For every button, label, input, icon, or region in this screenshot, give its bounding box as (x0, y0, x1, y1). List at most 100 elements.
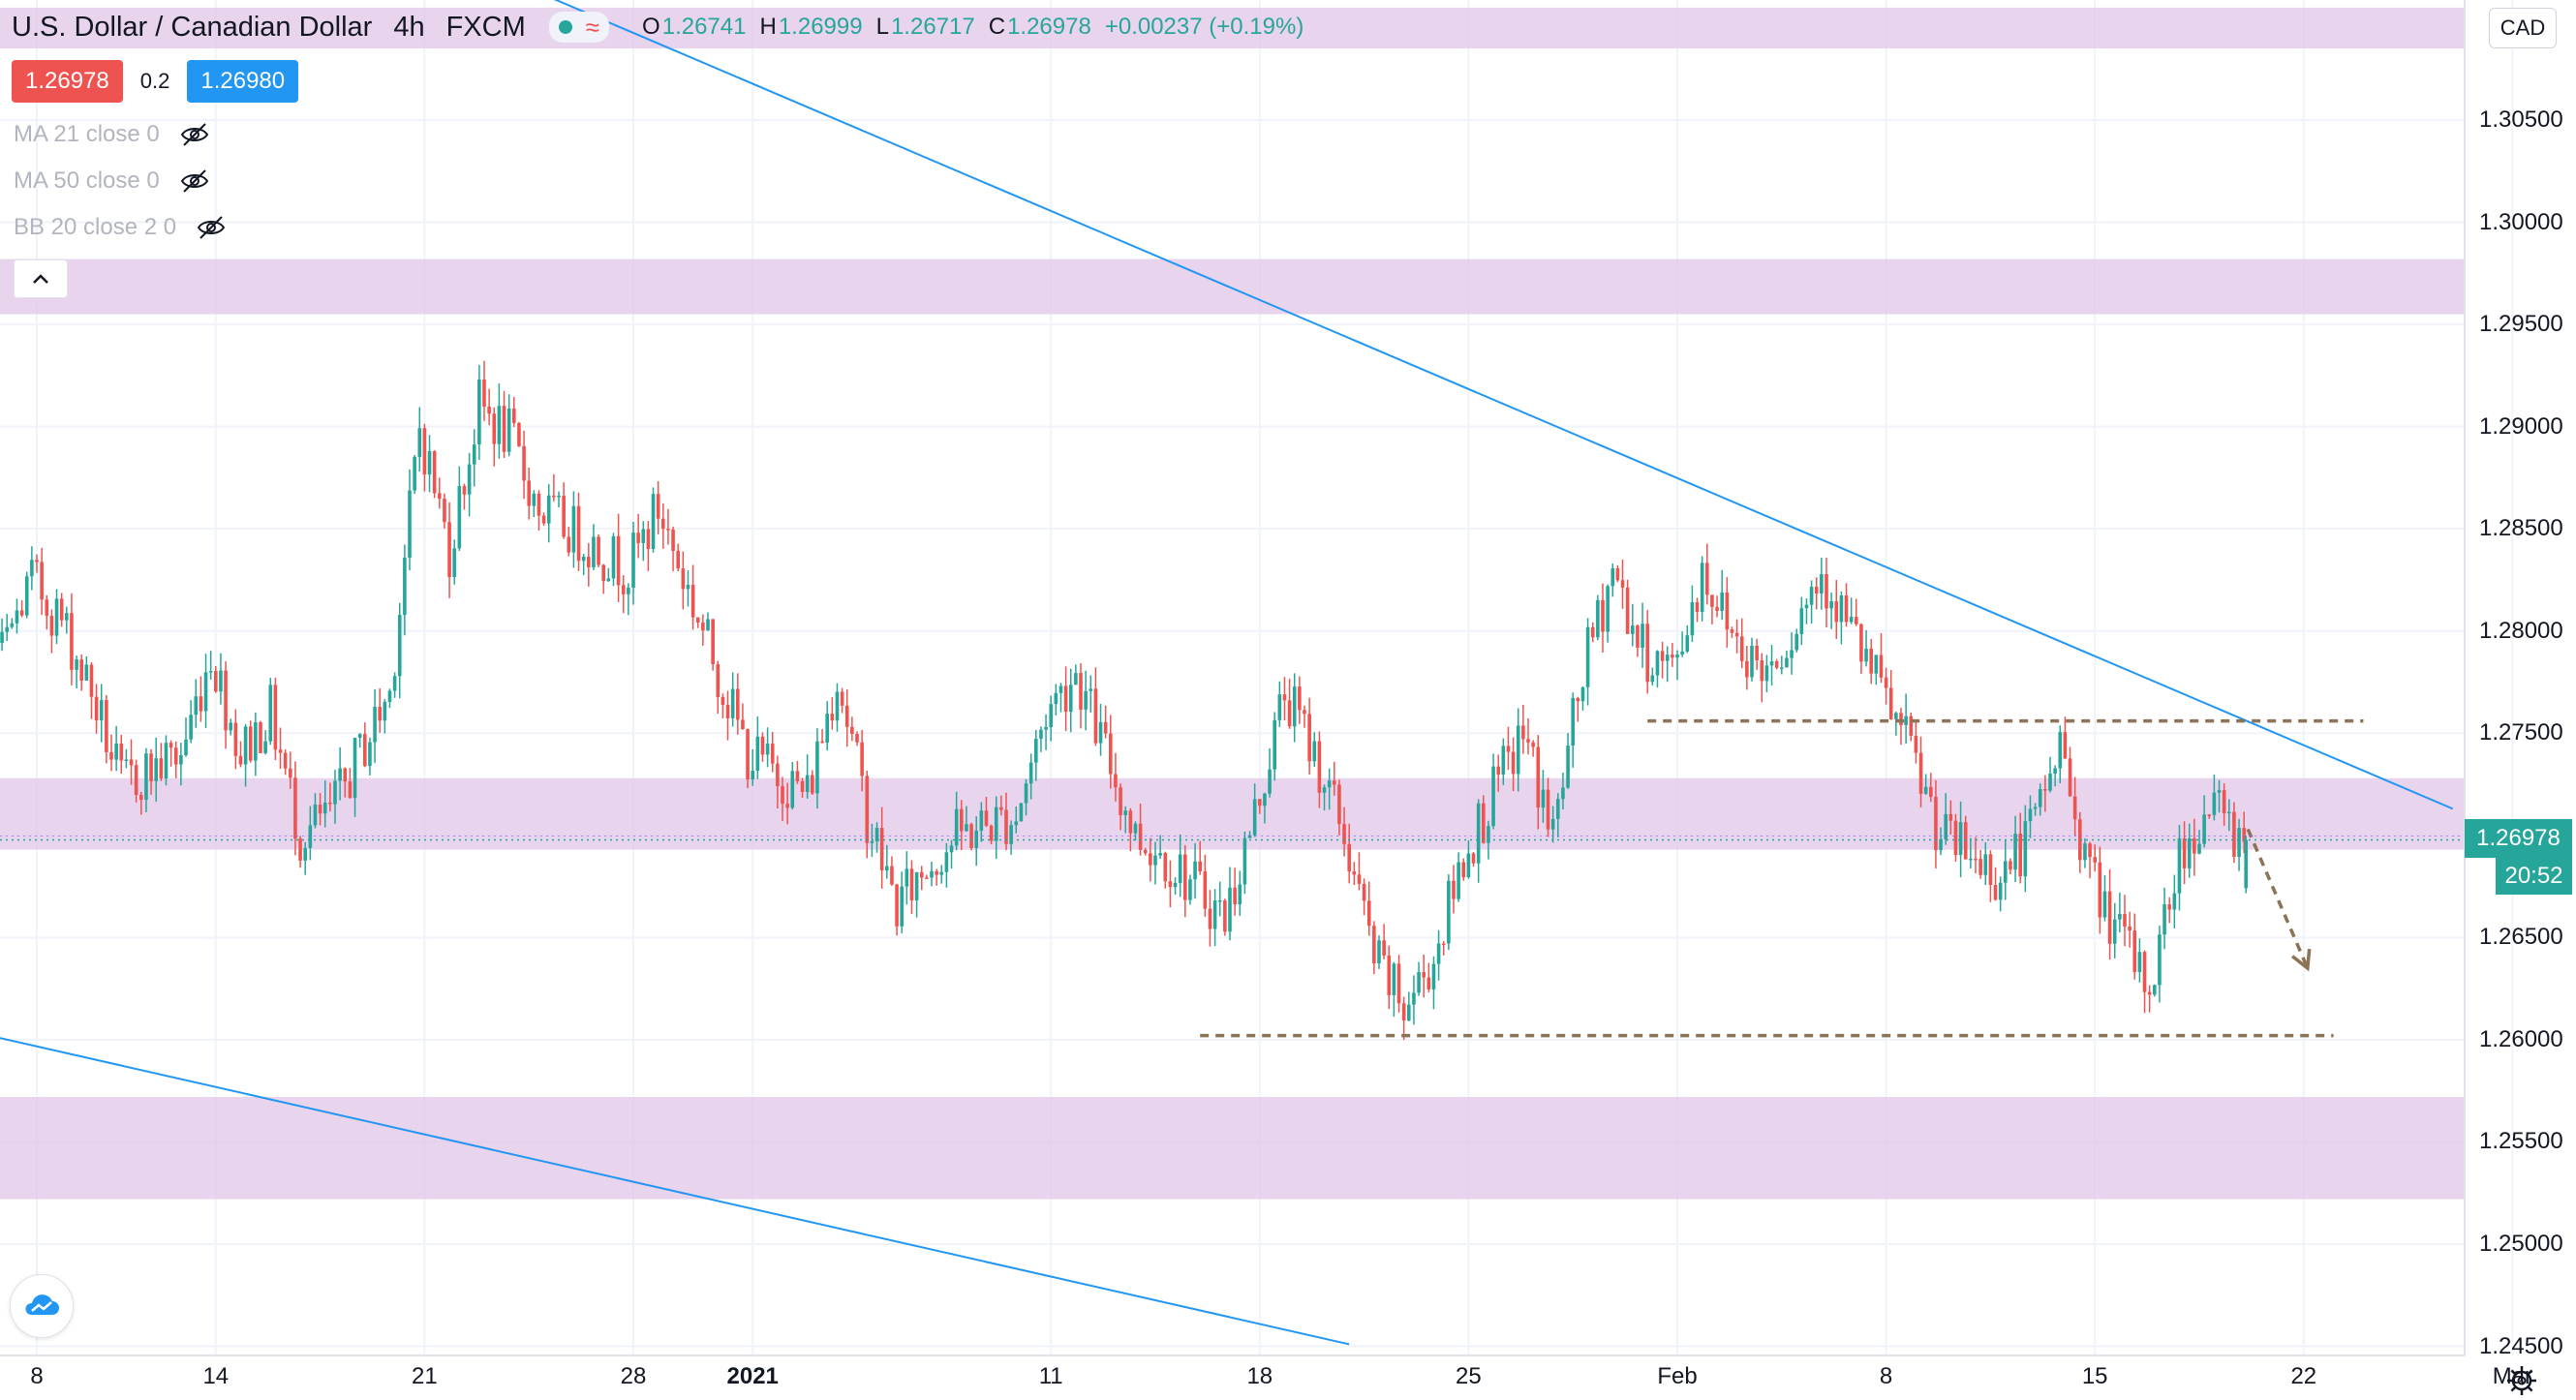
candle-down (522, 445, 526, 481)
time-axis-label: 8 (30, 1363, 44, 1389)
chart-settings-button[interactable] (2502, 1361, 2541, 1400)
candle-up (1068, 685, 1073, 713)
candle-up (254, 722, 258, 761)
indicator-ma50-label[interactable]: MA 50 close 0 (14, 167, 160, 194)
symbol-name[interactable]: U.S. Dollar / Canadian Dollar (12, 11, 373, 43)
candle-down (552, 495, 556, 498)
indicator-ma50[interactable]: MA 50 close 0 (14, 165, 210, 198)
candle-down (1934, 797, 1938, 851)
sell-button[interactable]: 1.26978 (12, 60, 123, 103)
candle-up (1327, 780, 1332, 788)
candle-down (134, 765, 138, 796)
candle-down (1119, 787, 1122, 815)
candle-down (139, 795, 143, 801)
candle-down (909, 868, 914, 900)
candle-down (840, 691, 844, 706)
candle-up (592, 536, 596, 567)
candle-up (1839, 595, 1844, 623)
indicator-ma21-label[interactable]: MA 21 close 0 (14, 121, 160, 147)
candle-down (1143, 849, 1148, 854)
candle-up (1923, 786, 1928, 794)
candle-down (1844, 595, 1849, 623)
candle-up (313, 804, 318, 826)
candle-down (482, 380, 486, 407)
trade-panel: 1.26978 0.2 1.26980 (12, 60, 299, 103)
indicator-bb-label[interactable]: BB 20 close 2 0 (14, 214, 177, 240)
candle-down (502, 406, 506, 452)
candle-up (2217, 790, 2222, 793)
candle-up (1785, 657, 1789, 668)
candle-up (1794, 633, 1798, 651)
candle-up (930, 870, 934, 878)
candle-up (1034, 739, 1038, 763)
candle-up (84, 664, 89, 681)
candle-up (1487, 826, 1490, 843)
close-key: C (988, 14, 1006, 40)
candle-up (939, 871, 944, 875)
candle-down (695, 617, 700, 623)
collapse-legend-button[interactable] (14, 259, 68, 298)
eye-crossed-icon[interactable] (179, 121, 210, 148)
candle-down (1149, 853, 1152, 866)
status-indicators[interactable]: ≈ (548, 12, 610, 43)
candle-down (830, 714, 835, 721)
candle-up (905, 868, 909, 887)
candle-down (293, 777, 297, 839)
candle-down (2072, 796, 2077, 820)
candle-down (1337, 784, 1341, 825)
candle-up (1685, 635, 1690, 652)
candle-up (1238, 884, 1242, 905)
candle-down (1422, 972, 1426, 978)
candle-down (318, 804, 322, 814)
candle-down (1526, 739, 1530, 743)
candle-down (2009, 861, 2012, 870)
candle-up (825, 714, 829, 744)
candle-up (1039, 729, 1043, 740)
candle-down (1814, 587, 1819, 594)
currency-button[interactable]: CAD (2489, 8, 2557, 48)
candle-up (5, 626, 9, 632)
candle-up (805, 775, 810, 792)
candle-up (1809, 587, 1814, 605)
indicator-bb[interactable]: BB 20 close 2 0 (14, 211, 227, 244)
candle-down (233, 722, 238, 756)
candle-down (1347, 843, 1351, 872)
candle-down (2063, 732, 2068, 759)
candle-up (1655, 651, 1660, 676)
price-axis-label: 1.25000 (2479, 1231, 2563, 1257)
candle-up (2004, 861, 2008, 883)
candle-up (1585, 626, 1590, 687)
candle-down (1496, 766, 1500, 775)
timeframe-label[interactable]: 4h (393, 11, 425, 43)
candle-up (1501, 746, 1506, 775)
candle-down (378, 707, 382, 721)
legend-header[interactable]: U.S. Dollar / Canadian Dollar 4h FXCM ≈ … (12, 6, 1303, 48)
candle-up (1769, 661, 1774, 666)
time-axis-label: 18 (1246, 1363, 1273, 1389)
candle-up (1322, 787, 1327, 793)
candle-up (383, 701, 387, 721)
candle-up (1074, 673, 1078, 685)
eye-crossed-icon[interactable] (179, 167, 210, 195)
price-axis-label: 1.29000 (2479, 412, 2563, 440)
candle-down (1929, 786, 1933, 798)
candle-down (820, 741, 824, 744)
candle-up (54, 598, 59, 636)
candle-up (1983, 854, 1988, 875)
candle-down (248, 726, 253, 761)
candle-down (800, 780, 805, 792)
candle-up (403, 558, 407, 616)
tradingview-logo-button[interactable] (10, 1274, 74, 1338)
candle-down (1715, 606, 1719, 611)
candle-up (1217, 900, 1222, 902)
indicator-ma21[interactable]: MA 21 close 0 (14, 118, 210, 151)
candle-up (1804, 604, 1809, 609)
candle-up (885, 866, 889, 871)
buy-button[interactable]: 1.26980 (187, 60, 299, 103)
eye-crossed-icon[interactable] (196, 214, 227, 241)
candle-up (1173, 882, 1178, 888)
candle-down (1128, 810, 1133, 834)
candle-up (30, 560, 34, 577)
